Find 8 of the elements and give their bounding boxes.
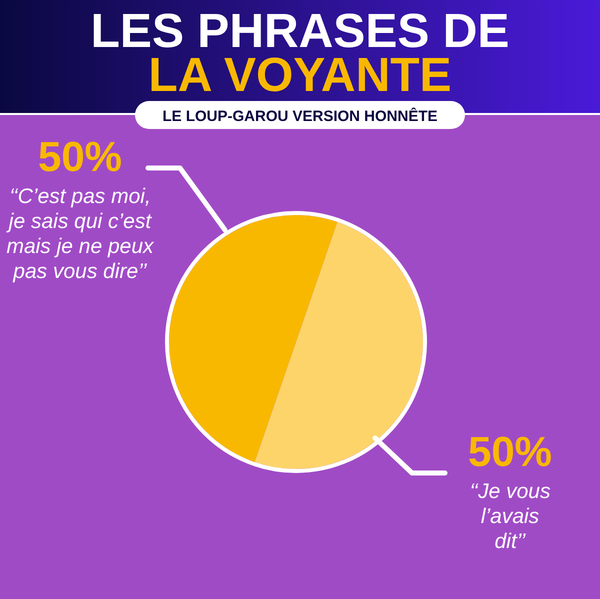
pie-slice <box>254 222 423 469</box>
data-label: 50% <box>38 133 122 180</box>
slice-label: ‘‘Je vous l’avais dit’’ <box>470 480 551 553</box>
data-label: 50% <box>468 428 552 475</box>
slice-label: ‘‘C’est pas moi, je sais qui c’est mais je ne peux pas vous dire’’ <box>6 185 156 283</box>
chart-subtitle: LE LOUP-GAROU VERSION HONNÊTE <box>162 107 438 125</box>
chart-title: LES PHRASES DE LA VOYANTE <box>90 5 510 102</box>
pie-slice <box>169 215 338 462</box>
